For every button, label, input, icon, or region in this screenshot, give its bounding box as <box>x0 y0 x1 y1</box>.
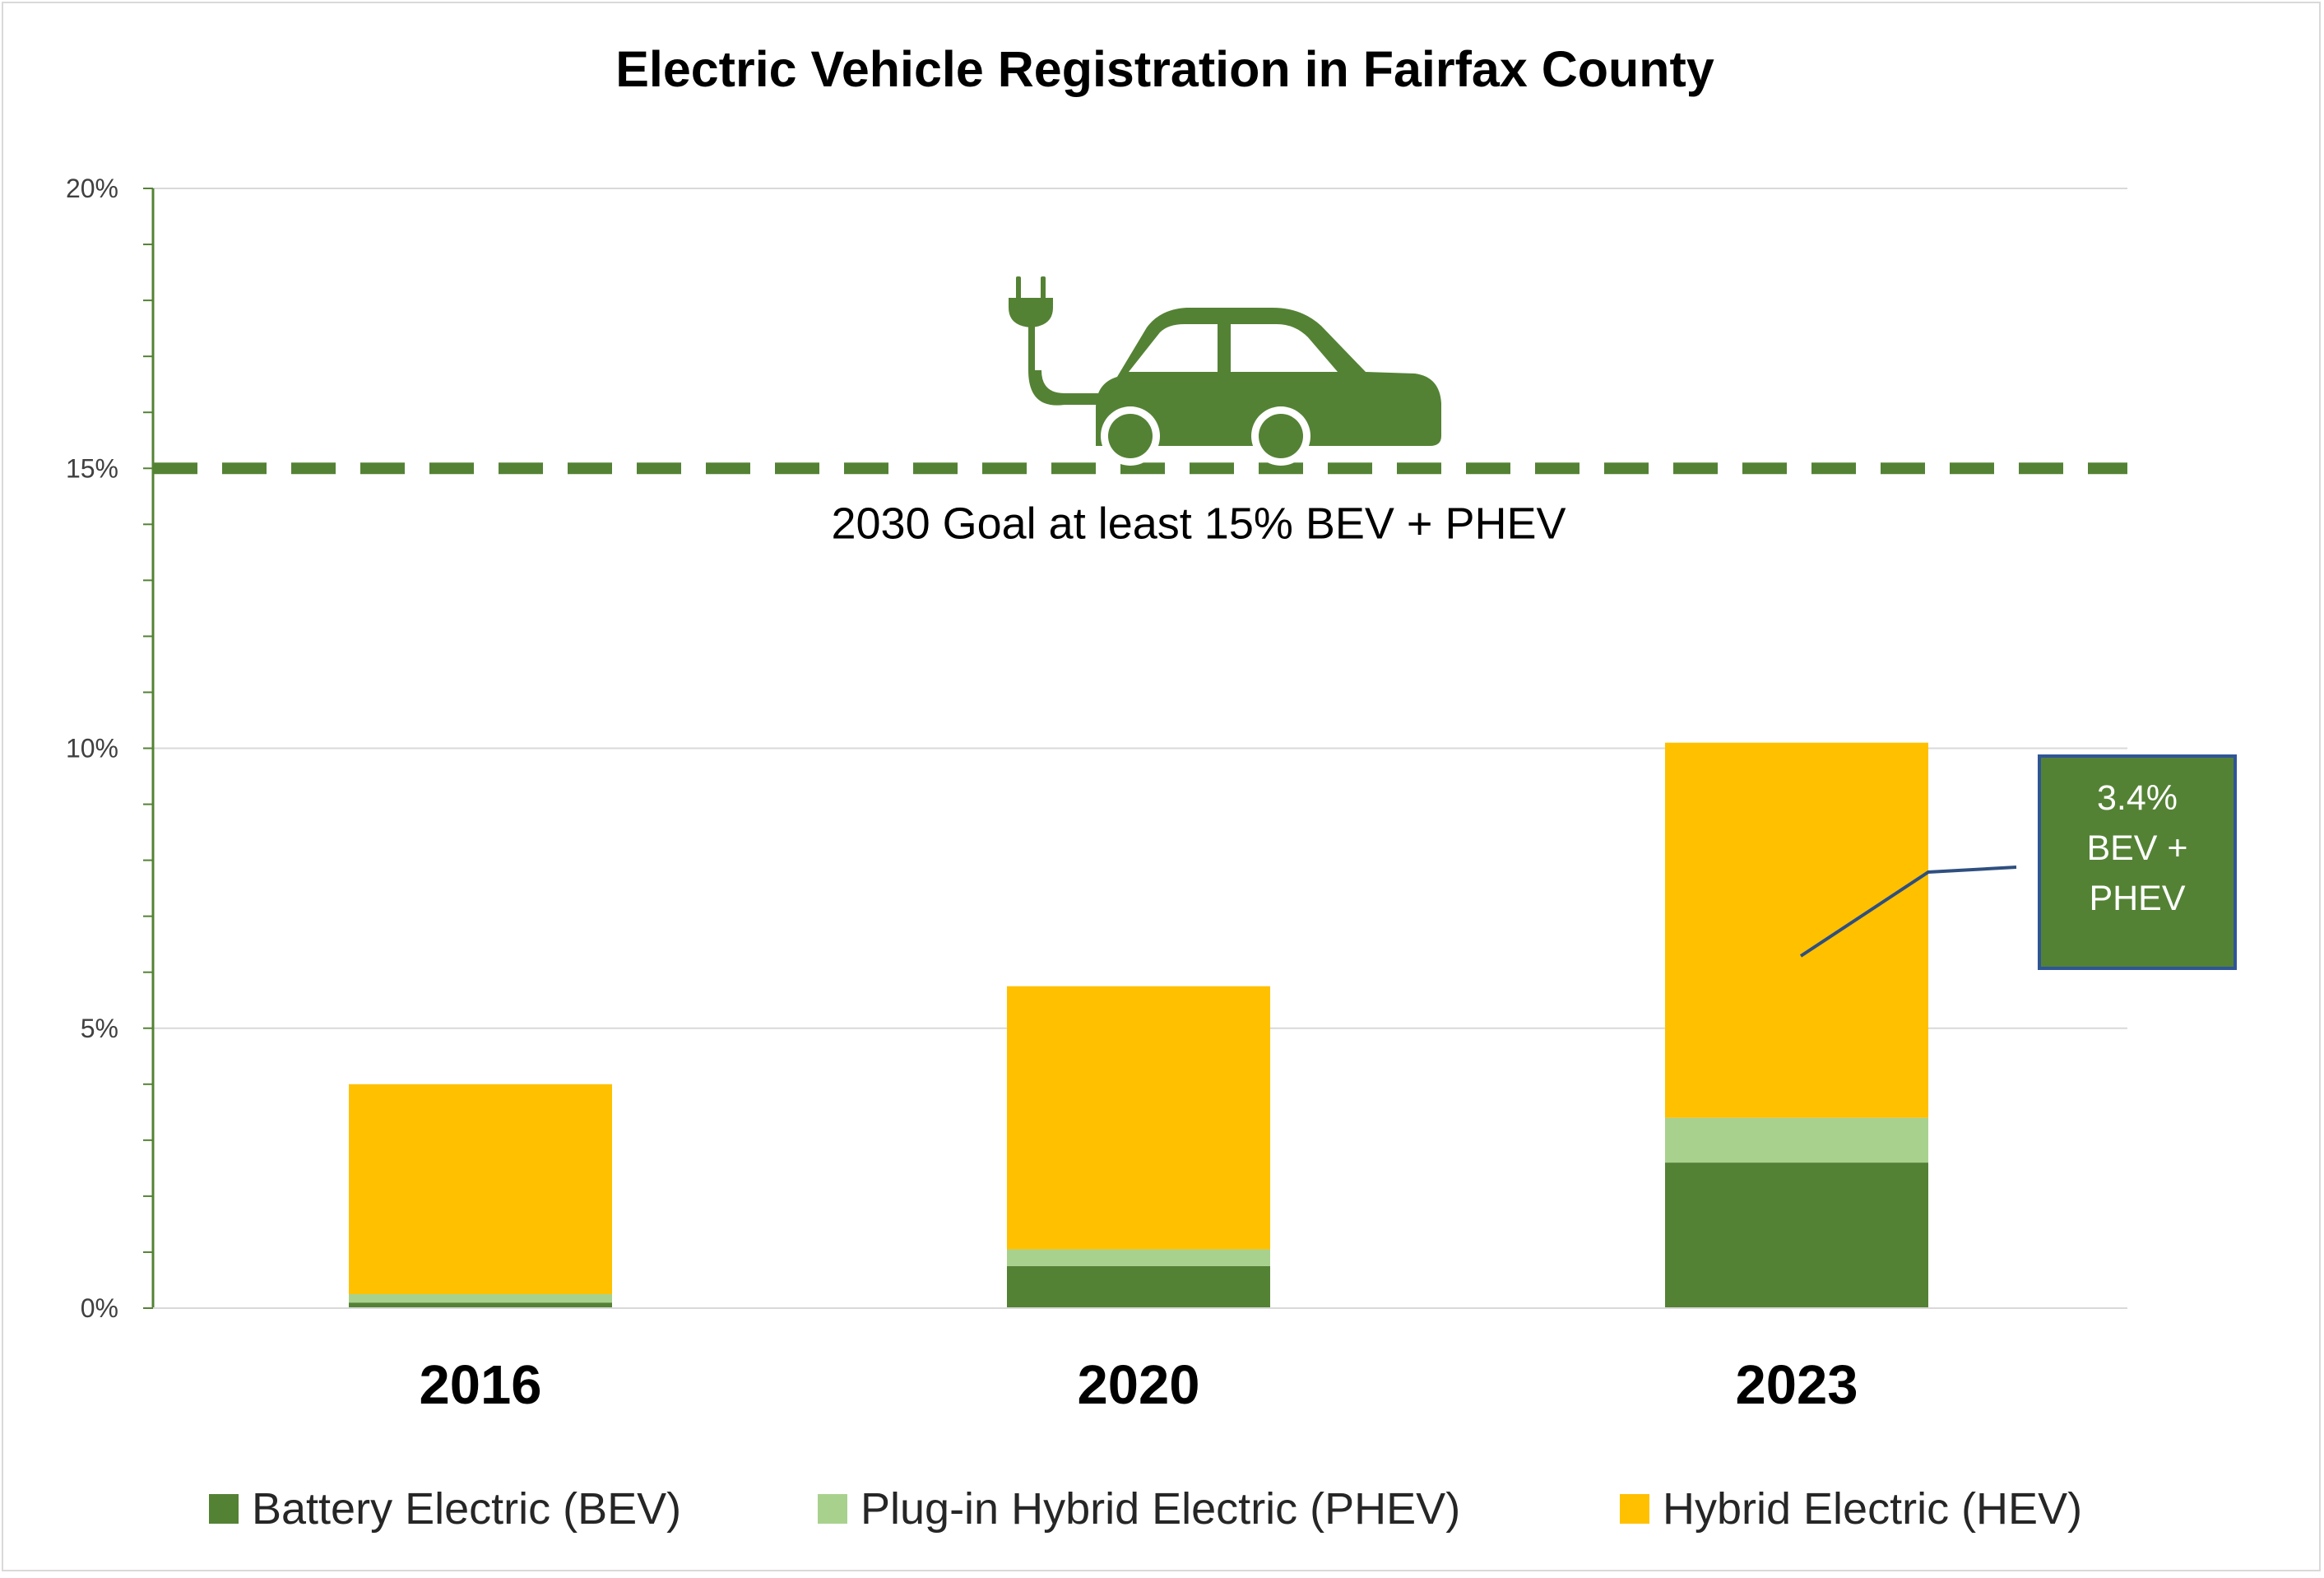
y-tick-label: 0% <box>81 1293 118 1323</box>
y-axis: 0% 5% 10% 15% 20% <box>66 174 155 1323</box>
legend-swatch-1 <box>818 1494 847 1524</box>
callout-box <box>2038 754 2237 970</box>
bar-2023-series-1 <box>1665 1117 1928 1163</box>
callout-leader-line <box>1799 866 2017 958</box>
callout-text-line: 3.4% <box>2097 778 2178 818</box>
bar-2020-series-2 <box>1007 986 1270 1250</box>
electric-car-plug-icon <box>1009 276 1441 466</box>
callout-group: 3.4% BEV + PHEV <box>1799 754 2237 970</box>
legend: Battery Electric (BEV) Plug-in Hybrid Ele… <box>209 1484 2082 1534</box>
bar-2023-series-2 <box>1665 742 1928 1118</box>
bar-2020-series-0 <box>1007 1265 1270 1308</box>
bar-2020-series-1 <box>1007 1249 1270 1266</box>
legend-swatch-2 <box>1620 1494 1649 1524</box>
x-tick-label: 2020 <box>1077 1354 1199 1416</box>
goal-label: 2030 Goal at least 15% BEV + PHEV <box>831 499 1566 548</box>
goal-line-group: 2030 Goal at least 15% BEV + PHEV <box>153 462 2127 548</box>
bars <box>153 742 2127 1309</box>
x-axis-labels: 2016 2020 2023 <box>419 1354 1858 1416</box>
legend-label-0: Battery Electric (BEV) <box>252 1484 681 1534</box>
legend-swatch-0 <box>209 1494 239 1524</box>
chart-title: Electric Vehicle Registration in Fairfax… <box>615 41 1714 97</box>
bar-2016-series-2 <box>349 1084 612 1294</box>
legend-label-1: Plug-in Hybrid Electric (PHEV) <box>860 1484 1460 1534</box>
bar-2016-series-1 <box>349 1293 612 1303</box>
x-tick-label: 2023 <box>1735 1354 1858 1416</box>
y-tick-label: 10% <box>66 734 118 763</box>
callout-text-line: PHEV <box>2089 879 2185 918</box>
callout-text-line: BEV + <box>2086 828 2187 868</box>
chart: Electric Vehicle Registration in Fairfax… <box>66 41 2237 1534</box>
y-tick-label: 5% <box>81 1014 118 1043</box>
y-tick-label: 20% <box>66 174 118 203</box>
bar-2023-series-0 <box>1665 1163 1928 1308</box>
y-tick-label: 15% <box>66 453 118 483</box>
bar-2016-series-0 <box>349 1302 612 1308</box>
x-tick-label: 2016 <box>419 1354 541 1416</box>
legend-label-2: Hybrid Electric (HEV) <box>1663 1484 2082 1534</box>
